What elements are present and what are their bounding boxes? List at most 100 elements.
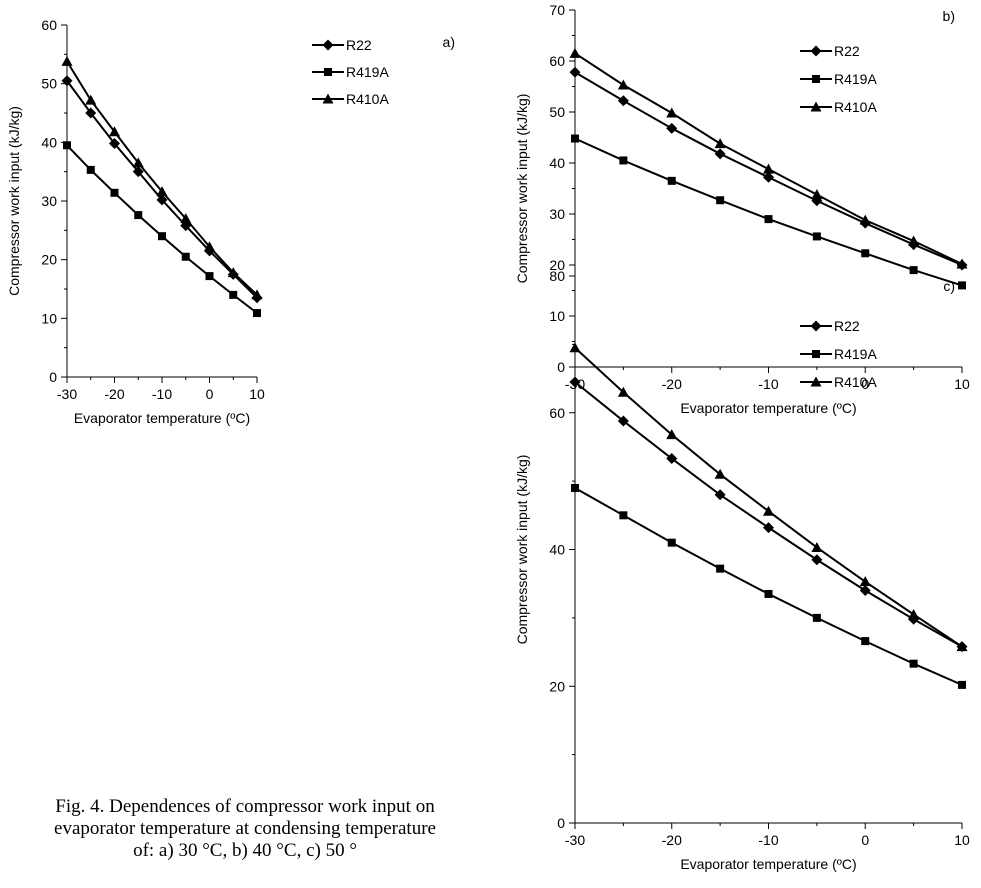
data-point xyxy=(180,213,192,224)
data-point xyxy=(63,141,71,150)
legend-entry: R419A xyxy=(312,64,389,80)
y-tick-label: 20 xyxy=(41,252,57,268)
y-tick-label: 10 xyxy=(41,310,57,326)
legend-marker xyxy=(324,68,332,76)
x-tick-label: -10 xyxy=(152,386,172,402)
series-line xyxy=(66,144,258,314)
legend-label: R22 xyxy=(346,37,372,53)
data-point xyxy=(227,267,239,278)
data-point xyxy=(811,541,823,552)
data-point xyxy=(666,122,678,134)
legend-entry: R410A xyxy=(312,91,389,107)
data-point xyxy=(958,680,966,689)
caption-line-2: evaporator temperature at condensing tem… xyxy=(54,818,436,839)
data-point xyxy=(859,214,871,225)
y-tick-label: 40 xyxy=(41,134,57,150)
x-tick-label: -20 xyxy=(104,386,124,402)
data-point xyxy=(569,342,581,353)
data-point xyxy=(716,564,725,573)
y-tick-label: 30 xyxy=(41,193,57,209)
data-point xyxy=(619,156,628,165)
x-tick-label: -20 xyxy=(662,832,682,848)
data-point xyxy=(714,148,726,160)
data-point xyxy=(132,157,144,168)
y-tick-label: 60 xyxy=(549,53,565,69)
legend-marker xyxy=(322,93,334,104)
legend-marker xyxy=(810,101,822,112)
data-point xyxy=(86,165,95,174)
series-r419a xyxy=(63,141,261,318)
series-line xyxy=(574,347,963,648)
legend-marker xyxy=(810,320,822,332)
data-point xyxy=(61,55,73,66)
legend-label: R419A xyxy=(834,346,877,362)
data-point xyxy=(908,235,920,246)
series-r410a xyxy=(569,342,968,652)
data-point xyxy=(714,138,726,149)
legend-label: R410A xyxy=(834,374,877,390)
legend-marker xyxy=(810,376,822,387)
legend-label: R410A xyxy=(834,99,877,115)
series-r410a xyxy=(569,47,968,269)
panel-label: c) xyxy=(943,278,955,294)
y-tick-label: 30 xyxy=(549,206,565,222)
data-point xyxy=(666,107,678,118)
data-point xyxy=(110,188,119,197)
legend-label: R410A xyxy=(346,91,389,107)
legend-label: R22 xyxy=(834,318,860,334)
y-axis-label: Compressor work input (kJ/kg) xyxy=(514,455,530,645)
panel-label: a) xyxy=(443,34,455,50)
figure-caption: Fig. 4. Dependences of compressor work i… xyxy=(0,796,490,862)
y-tick-label: 50 xyxy=(41,76,57,92)
x-tick-label: -30 xyxy=(565,832,585,848)
legend-entry: R410A xyxy=(800,374,877,390)
series-line xyxy=(574,52,963,265)
y-tick-label: 50 xyxy=(549,104,565,120)
data-point xyxy=(571,483,579,492)
data-point xyxy=(859,585,871,597)
data-point xyxy=(763,505,774,516)
x-tick-label: 0 xyxy=(861,832,869,848)
x-tick-label: 0 xyxy=(861,376,869,392)
data-point xyxy=(61,75,73,87)
data-point xyxy=(156,186,168,197)
panel-label: b) xyxy=(943,8,955,24)
data-point xyxy=(667,538,676,547)
data-point xyxy=(569,47,581,58)
data-point xyxy=(812,613,821,622)
y-axis-label: Compressor work input (kJ/kg) xyxy=(6,106,22,296)
x-tick-label: -20 xyxy=(662,376,682,392)
data-point xyxy=(617,386,629,397)
legend-label: R419A xyxy=(346,64,389,80)
data-point xyxy=(617,95,629,107)
y-tick-label: 80 xyxy=(549,268,565,284)
y-tick-label: 60 xyxy=(41,17,57,33)
series-r410a xyxy=(61,55,263,300)
legend-label: R419A xyxy=(834,71,877,87)
x-tick-label: -10 xyxy=(758,832,778,848)
data-point xyxy=(763,522,774,534)
data-point xyxy=(714,468,726,479)
series-line xyxy=(574,487,963,686)
caption-line-1: Fig. 4. Dependences of compressor work i… xyxy=(55,796,435,817)
data-point xyxy=(181,252,190,261)
data-point xyxy=(109,126,120,137)
data-point xyxy=(909,266,918,275)
data-point xyxy=(811,189,823,200)
data-point xyxy=(811,554,823,566)
legend-marker xyxy=(812,75,820,83)
legend-entry: R22 xyxy=(312,37,372,53)
data-point xyxy=(764,215,773,224)
y-axis-label: Compressor work input (kJ/kg) xyxy=(514,94,530,284)
data-point xyxy=(204,241,215,252)
y-tick-label: 0 xyxy=(557,359,565,375)
data-point xyxy=(861,637,870,646)
data-point xyxy=(156,194,168,206)
data-point xyxy=(763,171,774,183)
x-axis-label: Evaporator temperature (ºC) xyxy=(74,410,250,426)
data-point xyxy=(253,309,261,318)
data-point xyxy=(859,576,871,587)
data-point xyxy=(251,289,263,300)
legend-entry: R22 xyxy=(800,43,860,59)
